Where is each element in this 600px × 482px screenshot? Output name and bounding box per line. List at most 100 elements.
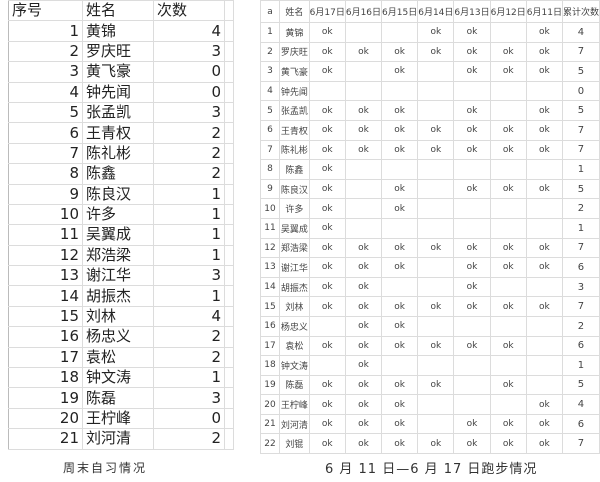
empty-cell bbox=[224, 142, 234, 165]
count-cell: 1 bbox=[153, 285, 225, 307]
day-status-cell: ok bbox=[381, 374, 419, 396]
day-status-cell: ok bbox=[308, 22, 346, 43]
table-row: 16 杨忠义 2 bbox=[8, 326, 234, 348]
day-status-cell: ok bbox=[308, 119, 346, 141]
day-status-cell bbox=[489, 276, 527, 298]
weekend-study-caption: 周末自习情况 bbox=[63, 461, 148, 475]
day-status-cell: ok bbox=[453, 119, 491, 141]
index-cell: 14 bbox=[259, 276, 281, 298]
day-status-cell: ok bbox=[308, 413, 346, 435]
name-cell: 王柠峰 bbox=[82, 407, 154, 430]
count-cell: 2 bbox=[153, 326, 225, 348]
name-cell: 刘河清 bbox=[82, 428, 154, 450]
name-cell: 黄飞豪 bbox=[82, 61, 154, 83]
name-cell: 罗庆旺 bbox=[279, 41, 310, 63]
name-cell: 胡振杰 bbox=[82, 285, 154, 307]
day-status-cell: ok bbox=[525, 178, 563, 200]
day-status-cell: ok bbox=[417, 22, 455, 43]
day-status-cell: ok bbox=[308, 433, 346, 455]
name-cell: 胡振杰 bbox=[279, 276, 310, 298]
day-status-cell: ok bbox=[344, 315, 383, 337]
table-row: 15 刘林 4 bbox=[8, 305, 234, 328]
index-cell: 7 bbox=[259, 139, 281, 161]
day-status-cell bbox=[525, 159, 563, 180]
day-status-cell bbox=[344, 159, 383, 180]
day-status-cell: ok bbox=[489, 257, 527, 278]
table-row: 18 钟文涛 1 bbox=[8, 367, 234, 389]
name-cell: 郑浩梁 bbox=[279, 237, 310, 259]
column-header: 6月14日 bbox=[417, 0, 455, 23]
day-status-cell: ok bbox=[381, 237, 419, 259]
table-row: 2 罗庆旺 3 bbox=[8, 40, 234, 63]
day-status-cell: ok bbox=[308, 61, 346, 82]
empty-cell bbox=[224, 244, 234, 267]
count-cell: 3 bbox=[153, 387, 225, 409]
index-cell: 13 bbox=[259, 257, 281, 278]
day-status-cell bbox=[344, 178, 383, 200]
empty-cell bbox=[224, 101, 234, 124]
count-cell: 4 bbox=[153, 305, 225, 328]
name-cell: 陈良汉 bbox=[279, 178, 310, 200]
count-cell: 4 bbox=[153, 20, 225, 42]
total-cell: 5 bbox=[561, 178, 600, 200]
total-cell: 0 bbox=[561, 80, 600, 102]
day-status-cell bbox=[453, 159, 491, 180]
day-status-cell: ok bbox=[344, 119, 383, 141]
running-table: a 姓名 6月17日 6月16日 6月15日 6月14日 6月13日 6月12日 6月11日 累计… bbox=[259, 0, 600, 455]
index-cell: 4 bbox=[259, 80, 281, 102]
day-status-cell bbox=[489, 80, 527, 102]
table-row: 4 钟先闻 0 bbox=[259, 80, 600, 102]
day-status-cell: ok bbox=[453, 257, 491, 278]
day-status-cell bbox=[489, 100, 527, 121]
total-cell: 1 bbox=[561, 217, 600, 239]
day-status-cell bbox=[417, 394, 455, 415]
count-cell: 0 bbox=[153, 81, 225, 103]
day-status-cell: ok bbox=[308, 257, 346, 278]
name-cell: 许多 bbox=[82, 203, 154, 226]
day-status-cell bbox=[417, 315, 455, 337]
total-cell: 6 bbox=[561, 413, 600, 435]
day-status-cell: ok bbox=[489, 433, 527, 455]
index-cell: 19 bbox=[8, 387, 83, 409]
table-row: 6 王青权 ok ok ok ok ok ok ok 7 bbox=[259, 119, 600, 141]
table-row: 17 袁松 2 bbox=[8, 346, 234, 369]
day-status-cell: ok bbox=[381, 119, 419, 141]
day-status-cell bbox=[525, 198, 563, 219]
name-cell: 王柠峰 bbox=[279, 394, 310, 415]
column-header: 累计次数 bbox=[561, 0, 600, 23]
empty-cell bbox=[224, 61, 234, 83]
table-row: 17 袁松 ok ok ok ok ok ok 6 bbox=[259, 335, 600, 357]
day-status-cell bbox=[308, 355, 346, 376]
day-status-cell: ok bbox=[344, 374, 383, 396]
day-status-cell: ok bbox=[344, 100, 383, 121]
empty-cell bbox=[224, 40, 234, 63]
name-cell: 黄锦 bbox=[279, 22, 310, 43]
name-cell: 陈鑫 bbox=[82, 163, 154, 185]
day-status-cell: ok bbox=[453, 276, 491, 298]
day-status-cell bbox=[344, 217, 383, 239]
name-cell: 陈良汉 bbox=[82, 183, 154, 205]
column-header: 6月17日 bbox=[308, 0, 346, 23]
table-row: 12 郑浩梁 1 bbox=[8, 244, 234, 267]
day-status-cell bbox=[453, 374, 491, 396]
total-cell: 6 bbox=[561, 335, 600, 357]
index-cell: 17 bbox=[8, 346, 83, 369]
header-row: a 姓名 6月17日 6月16日 6月15日 6月14日 6月13日 6月12日 6月11日 累计… bbox=[259, 0, 600, 23]
day-status-cell: ok bbox=[525, 119, 563, 141]
name-cell: 钟先闻 bbox=[279, 80, 310, 102]
total-cell: 4 bbox=[561, 22, 600, 43]
day-status-cell: ok bbox=[308, 178, 346, 200]
day-status-cell: ok bbox=[453, 237, 491, 259]
index-cell: 21 bbox=[8, 428, 83, 450]
column-header: 6月15日 bbox=[381, 0, 419, 23]
table-row: 20 王柠峰 0 bbox=[8, 407, 234, 430]
day-status-cell bbox=[381, 217, 419, 239]
day-status-cell: ok bbox=[489, 296, 527, 317]
empty-cell bbox=[224, 305, 234, 328]
index-cell: 11 bbox=[8, 224, 83, 246]
day-status-cell: ok bbox=[489, 237, 527, 259]
day-status-cell: ok bbox=[381, 198, 419, 219]
index-cell: 17 bbox=[259, 335, 281, 357]
day-status-cell bbox=[417, 80, 455, 102]
index-cell: 1 bbox=[259, 22, 281, 43]
